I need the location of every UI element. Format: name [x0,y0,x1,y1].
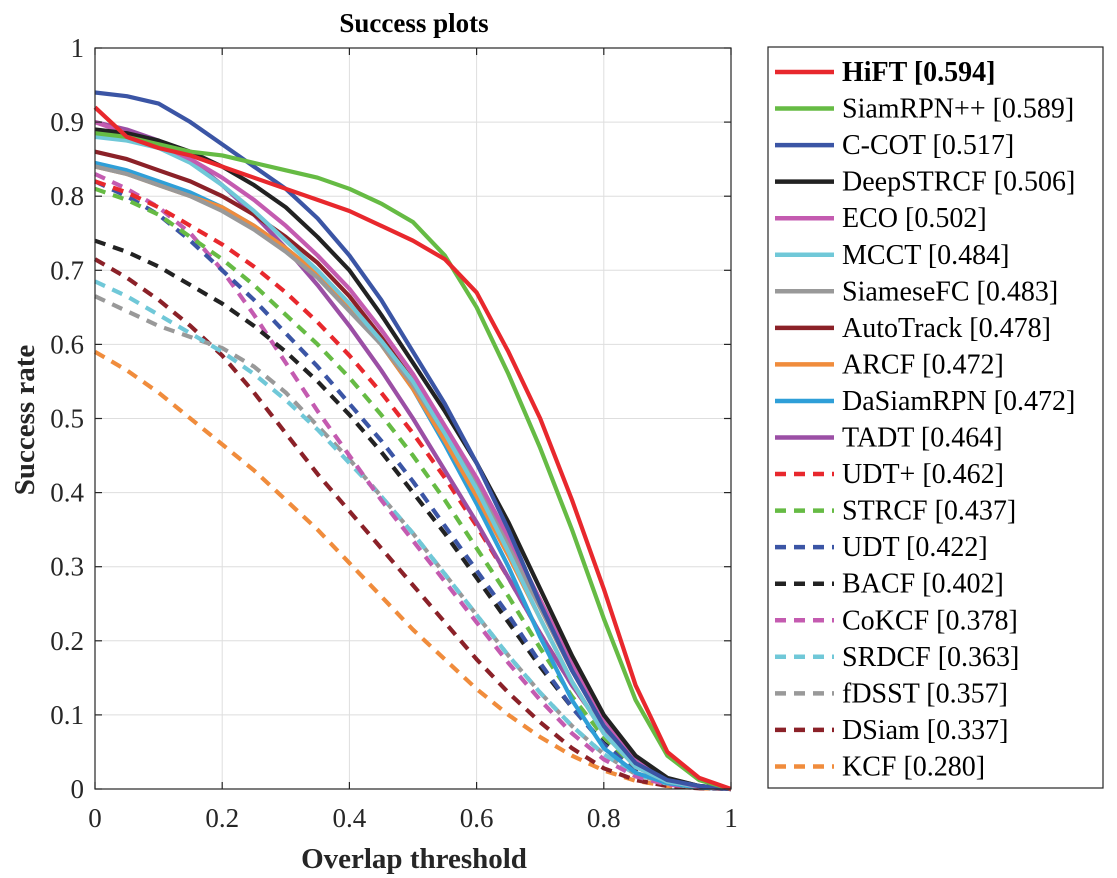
legend-label: DSiam [0.337] [842,715,1008,746]
legend-label: STRCF [0.437] [842,496,1016,527]
legend-item-siamrpn-plus-plus: SiamRPN++ [0.589] [775,94,1074,125]
data-series-lines [93,90,732,792]
legend-label: SiamRPN++ [0.589] [842,94,1074,125]
legend-item-fdsst: fDSST [0.357] [775,678,1008,709]
y-tick-label: 0.4 [50,478,84,508]
legend-label: fDSST [0.357] [842,678,1008,709]
legend-item-udt-plus: UDT+ [0.462] [775,459,1004,490]
series-line-mcct [94,134,732,792]
legend-item-eco: ECO [0.502] [775,203,987,234]
x-tick-label: 0.2 [205,803,239,833]
legend-label: C-COT [0.517] [842,130,1014,161]
series-line-deepstrcf [94,127,732,792]
legend-label: CoKCF [0.378] [842,605,1018,636]
series-line-siamrpn-plus-plus [94,131,732,792]
y-tick-label: 0.7 [50,255,84,285]
legend-item-arcf: ARCF [0.472] [775,349,1004,380]
series-line-hift [93,105,732,791]
legend-item-siamesefc: SiameseFC [0.483] [775,276,1058,307]
x-tick-label: 1 [724,803,738,833]
x-axis-label: Overlap threshold [301,843,527,875]
x-tick-label: 0.6 [460,803,494,833]
legend-label: UDT [0.422] [842,532,988,563]
legend-item-tadt: TADT [0.464] [775,423,1003,454]
y-tick-label: 0.6 [50,329,84,359]
legend-label: DaSiamRPN [0.472] [842,386,1075,417]
series-line-eco [94,120,732,792]
y-tick-label: 1 [71,33,85,63]
grid-lines [94,47,732,790]
legend-item-autotrack: AutoTrack [0.478] [775,313,1051,344]
legend-label: KCF [0.280] [842,751,985,782]
y-axis-label: Success rate [9,345,41,496]
y-tick-label: 0.9 [50,107,84,137]
x-tick-label: 0 [88,803,102,833]
legend-label: UDT+ [0.462] [842,459,1004,490]
legend-label: TADT [0.464] [842,423,1003,454]
legend-item-kcf: KCF [0.280] [775,751,985,782]
series-line-udt-plus [94,179,732,792]
y-axis-ticks: 0 0.1 0.2 0.3 0.4 0.5 0.6 0.7 0.8 0.9 1 [50,33,731,804]
chart-title: Success plots [339,8,488,38]
legend-item-mcct: MCCT [0.484] [775,240,1010,271]
y-tick-label: 0.3 [50,552,84,582]
legend-item-hift: HiFT [0.594] [775,57,995,88]
legend-label: ECO [0.502] [842,203,987,234]
legend-label: SiameseFC [0.483] [842,276,1058,307]
legend-label: DeepSTRCF [0.506] [842,167,1075,198]
legend-label: HiFT [0.594] [842,57,995,88]
legend-item-bacf: BACF [0.402] [775,569,1004,600]
x-tick-label: 0.8 [587,803,621,833]
legend: HiFT [0.594] SiamRPN++ [0.589] C-COT [0.51… [767,46,1104,789]
legend-label: ARCF [0.472] [842,349,1004,380]
series-line-dsiam [93,257,732,792]
legend-item-cokcf: CoKCF [0.378] [775,605,1018,636]
y-tick-label: 0.8 [50,181,84,211]
series-line-c-cot [94,90,732,792]
y-tick-label: 0.5 [50,404,84,434]
legend-label: MCCT [0.484] [842,240,1010,271]
legend-item-dasiamrpn: DaSiamRPN [0.472] [775,386,1075,417]
x-tick-label: 0.4 [333,803,367,833]
legend-item-strcf: STRCF [0.437] [775,496,1016,527]
legend-box [767,46,1104,789]
legend-item-udt: UDT [0.422] [775,532,988,563]
series-line-cokcf [94,172,732,792]
x-axis-ticks: 0 0.2 0.4 0.6 0.8 1 [88,48,738,833]
y-tick-label: 0 [71,774,85,804]
legend-item-srdcf: SRDCF [0.363] [775,642,1019,673]
series-line-udt [94,179,732,792]
series-line-bacf [94,238,732,792]
y-tick-label: 0.2 [50,626,84,656]
legend-item-deepstrcf: DeepSTRCF [0.506] [775,167,1075,198]
legend-label: AutoTrack [0.478] [842,313,1051,344]
y-tick-label: 0.1 [50,700,84,730]
legend-label: BACF [0.402] [842,569,1004,600]
series-line-srdcf [94,279,732,792]
legend-item-c-cot: C-COT [0.517] [775,130,1014,161]
legend-item-dsiam: DSiam [0.337] [775,715,1008,746]
legend-label: SRDCF [0.363] [842,642,1019,673]
series-line-strcf [94,186,732,792]
